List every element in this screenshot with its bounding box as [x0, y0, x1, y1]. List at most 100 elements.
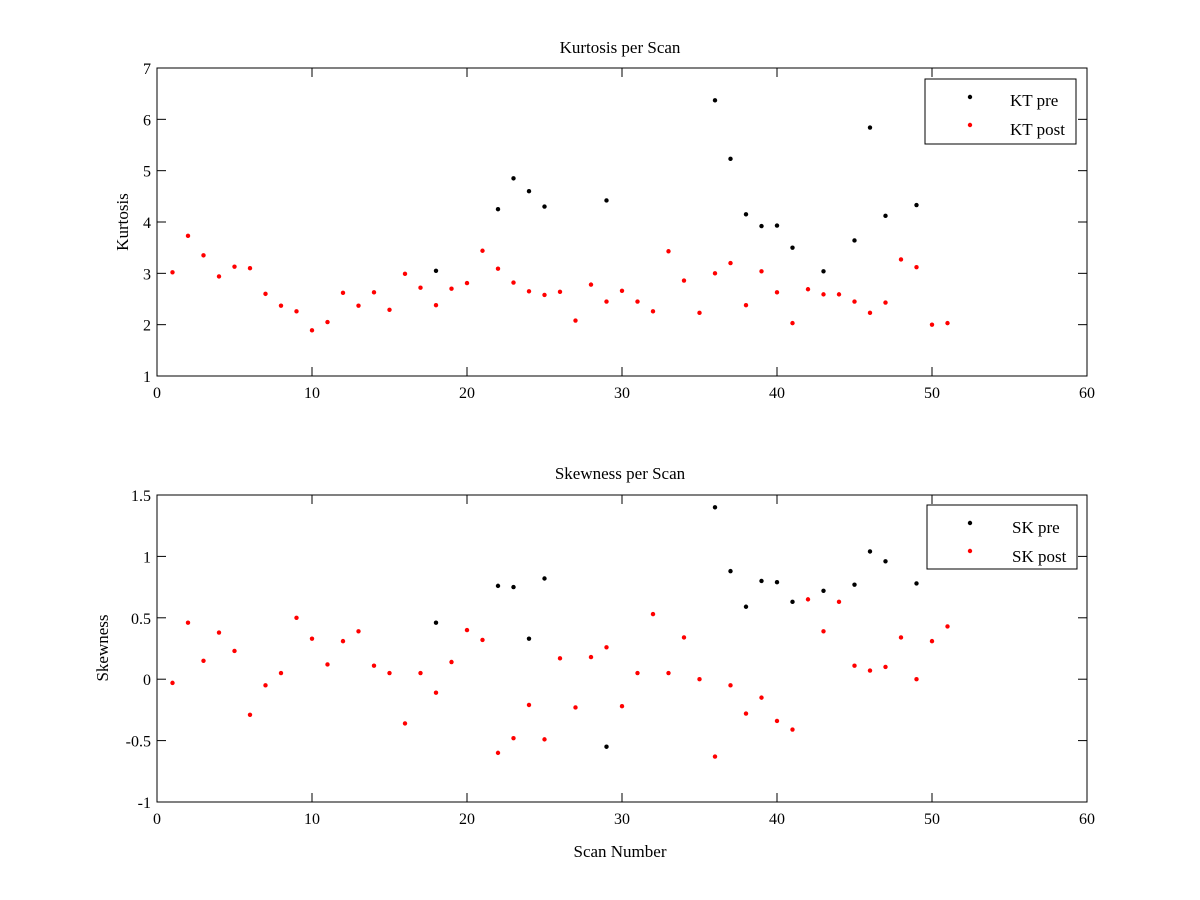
y-tick-label: 1	[143, 549, 151, 566]
legend-marker-kt-post	[967, 122, 973, 128]
kt-post-point	[216, 274, 222, 279]
kt-post-point	[805, 287, 811, 292]
kt-post-point	[309, 328, 315, 333]
sk-post-point	[402, 721, 408, 726]
kt-pre-point	[495, 206, 501, 212]
sk-pre-point	[712, 505, 718, 510]
kt-pre-point	[759, 223, 764, 229]
x-tick-label: 20	[459, 811, 475, 828]
kt-post-point	[743, 302, 749, 308]
x-tick-label: 40	[769, 385, 785, 402]
skewness-x-axis-label: Scan Number	[573, 842, 666, 861]
kt-post-point	[387, 307, 392, 312]
sk-post-point	[681, 635, 687, 640]
sk-pre-point	[433, 620, 439, 625]
sk-post-point	[914, 677, 919, 682]
x-tick-label: 10	[304, 811, 320, 828]
kt-post-point	[495, 266, 501, 271]
kt-pre-point	[852, 238, 857, 243]
kt-pre-point	[604, 198, 609, 203]
sk-post-point	[542, 737, 547, 742]
kt-post-point	[480, 248, 485, 253]
kt-pre-point	[433, 268, 439, 273]
sk-post-point	[945, 624, 950, 629]
kt-pre-point	[883, 213, 888, 219]
y-tick-label: -1	[138, 795, 151, 812]
kt-post-point	[666, 249, 671, 254]
x-tick-label: 20	[459, 385, 475, 402]
sk-pre-point	[914, 581, 919, 586]
x-tick-label: 30	[614, 811, 630, 828]
y-tick-label: 1	[143, 369, 151, 386]
kt-post-point	[542, 292, 547, 298]
kt-post-point	[573, 318, 578, 323]
kt-post-point	[867, 310, 873, 316]
kt-post-point	[681, 278, 687, 283]
kt-pre-point	[542, 204, 547, 209]
y-tick-label: 5	[143, 164, 151, 181]
kt-post-point	[728, 260, 733, 266]
kt-pre-point	[790, 245, 795, 250]
kt-post-point	[557, 289, 563, 295]
sk-post-point	[619, 704, 625, 709]
kurtosis-axes-box	[156, 67, 1088, 377]
kt-post-point	[263, 291, 268, 297]
skewness-axes-box	[156, 494, 1088, 803]
x-tick-label: 60	[1079, 811, 1095, 828]
kt-post-point	[464, 280, 470, 286]
kt-post-point	[449, 286, 454, 291]
kt-post-point	[325, 319, 330, 325]
sk-post-point	[511, 735, 516, 741]
legend-label-kt-pre: KT pre	[1010, 91, 1058, 110]
sk-post-point	[449, 659, 454, 665]
kt-post-point	[371, 290, 377, 295]
skewness-chart-title: Skewness per Scan	[555, 464, 686, 483]
kurtosis-chart-title: Kurtosis per Scan	[560, 38, 681, 57]
x-tick-label: 50	[924, 811, 940, 828]
kt-pre-point	[743, 212, 749, 217]
sk-post-point	[774, 718, 780, 724]
y-tick-label: 2	[143, 318, 151, 335]
sk-pre-point	[743, 604, 749, 609]
sk-pre-point	[774, 579, 780, 585]
sk-post-point	[433, 690, 439, 695]
kt-pre-point	[526, 189, 532, 194]
sk-pre-point	[852, 582, 857, 587]
skewness-y-axis-label: Skewness	[93, 614, 112, 681]
kt-pre-point	[914, 202, 919, 208]
sk-post-point	[898, 635, 904, 640]
sk-pre-point	[728, 568, 733, 574]
sk-post-point	[697, 677, 702, 682]
kt-post-point	[883, 300, 888, 305]
sk-post-point	[728, 683, 733, 688]
kt-pre-point	[774, 223, 780, 228]
sk-post-point	[836, 599, 842, 605]
sk-post-point	[666, 670, 671, 676]
kurtosis-legend-box	[924, 78, 1077, 145]
sk-post-point	[526, 702, 532, 708]
kt-pre-point	[821, 269, 826, 274]
kt-post-point	[278, 303, 284, 308]
legend-label-sk-post: SK post	[1012, 547, 1067, 566]
kt-post-point	[712, 271, 718, 276]
sk-post-point	[929, 638, 935, 644]
sk-pre-point	[511, 584, 516, 590]
sk-pre-point	[821, 588, 826, 593]
kt-pre-point	[712, 98, 718, 103]
legend-label-sk-pre: SK pre	[1012, 518, 1060, 537]
sk-post-point	[340, 638, 346, 644]
legend-marker-kt-pre	[967, 94, 973, 100]
kt-post-point	[790, 320, 795, 326]
sk-pre-point	[495, 583, 501, 589]
legend-marker-sk-post	[967, 548, 973, 554]
sk-post-point	[201, 658, 206, 663]
kt-post-point	[898, 257, 904, 262]
sk-pre-point	[883, 559, 888, 564]
sk-post-point	[821, 629, 826, 634]
sk-post-point	[852, 663, 857, 668]
kt-post-point	[604, 299, 609, 304]
sk-post-point	[185, 620, 191, 625]
kt-post-point	[929, 322, 935, 327]
